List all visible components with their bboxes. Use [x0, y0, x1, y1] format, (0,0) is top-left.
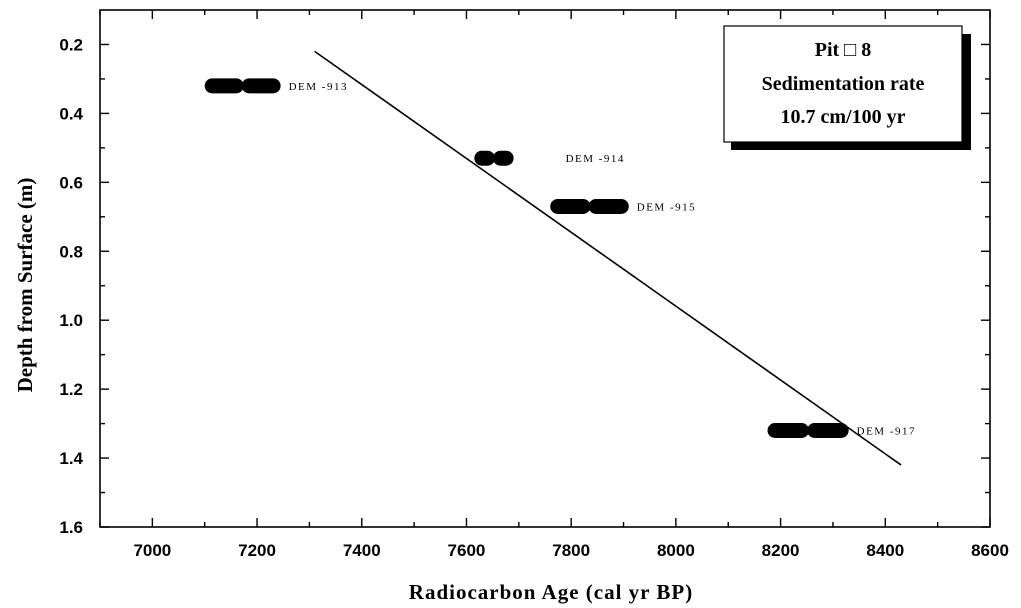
plot-frame — [99, 9, 991, 528]
legend-frame — [723, 25, 963, 143]
age-range-segment — [204, 78, 244, 94]
x-tick-labels: 7000 7200 7400 7600 7800 8000 8200 8400 8600 — [133, 541, 1008, 560]
y-tick-label: 0.6 — [59, 173, 83, 192]
sample-label: DEM -914 — [566, 153, 625, 165]
x-tick-label: 8400 — [866, 541, 904, 560]
y-tick-label: 0.4 — [59, 104, 83, 123]
x-tick-label: 8600 — [971, 541, 1009, 560]
x-tick-label: 8200 — [762, 541, 800, 560]
x-tick-label: 7000 — [133, 541, 171, 560]
sample-labels: DEM -913 DEM -914 DEM -915 DEM -917 — [289, 81, 916, 438]
sample-label: DEM -915 — [637, 201, 696, 213]
x-tick-label: 7400 — [343, 541, 381, 560]
y-tick-label: 1.6 — [59, 518, 83, 537]
regression-line — [314, 50, 902, 466]
x-tick-label: 7600 — [448, 541, 486, 560]
sample-label: DEM -917 — [857, 425, 916, 437]
age-range-segment — [807, 422, 849, 438]
axes-frame — [99, 9, 991, 528]
age-range-segment — [550, 198, 591, 214]
age-range-segment — [588, 198, 629, 214]
x-axis-title: Radiocarbon Age (cal yr BP) — [409, 580, 693, 604]
axis-ticks — [99, 10, 991, 528]
y-tick-label: 1.2 — [59, 380, 83, 399]
legend-line-2: Sedimentation rate — [762, 73, 925, 95]
y-tick-label: 0.2 — [59, 35, 83, 54]
age-ranges — [204, 78, 849, 438]
x-tick-label: 7200 — [238, 541, 276, 560]
y-axis-title: Depth from Surface (m) — [13, 178, 37, 393]
y-tick-label: 1.4 — [59, 449, 83, 468]
x-tick-label: 8000 — [657, 541, 695, 560]
y-tick-label: 0.8 — [59, 242, 83, 261]
legend-line-1: Pit □ 8 — [815, 39, 872, 61]
age-range-segment — [241, 78, 281, 94]
age-range-segment — [767, 422, 810, 438]
y-tick-labels: 0.2 0.4 0.6 0.8 1.0 1.2 1.4 1.6 — [59, 35, 83, 537]
legend-line-3: 10.7 cm/100 yr — [781, 106, 906, 128]
sample-label: DEM -913 — [289, 81, 348, 93]
y-tick-label: 1.0 — [59, 311, 83, 330]
legend-box: Pit □ 8 Sedimentation rate 10.7 cm/100 y… — [723, 25, 971, 150]
age-range-segment — [474, 150, 495, 166]
x-tick-label: 7800 — [552, 541, 590, 560]
age-range-segment — [492, 150, 514, 166]
